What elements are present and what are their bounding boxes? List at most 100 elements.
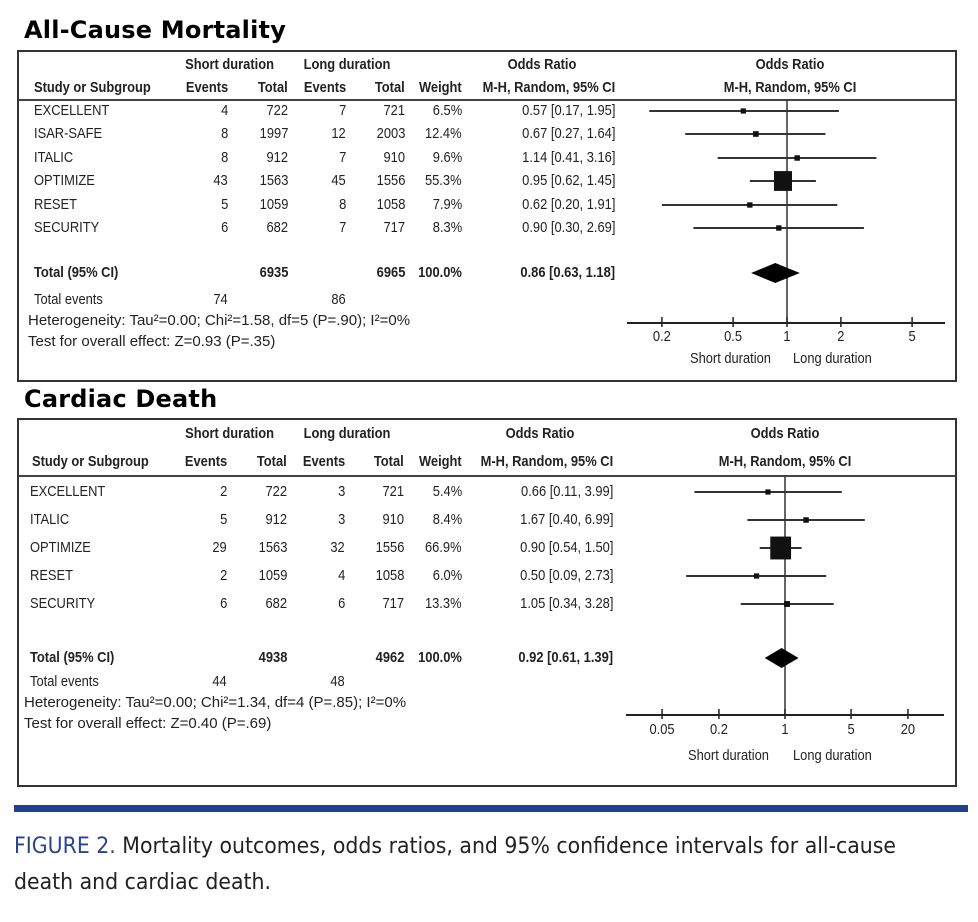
study-col-header: Study or Subgroup xyxy=(32,453,149,470)
weight: 9.6% xyxy=(432,149,462,166)
odds-ratio-ci: 0.86 [0.63, 1.18] xyxy=(520,264,615,281)
short-total: 1997 xyxy=(259,125,288,142)
weight: 13.3% xyxy=(425,595,462,612)
long-events: 8 xyxy=(338,196,346,213)
total-events-label: Total events xyxy=(30,673,99,690)
long-events: 3 xyxy=(337,511,345,528)
x-tick-label: 0.2 xyxy=(710,720,728,737)
short-events: 5 xyxy=(220,196,228,213)
short-total: 912 xyxy=(265,511,287,528)
short-total: 722 xyxy=(265,483,287,500)
short-total: 1059 xyxy=(259,196,288,213)
weight: 5.4% xyxy=(432,483,462,500)
events1-col-header: Events xyxy=(185,79,228,96)
long-total: 1556 xyxy=(375,539,404,556)
long-total: 1058 xyxy=(376,196,405,213)
short-events: 8 xyxy=(220,125,228,142)
caption-text: Mortality outcomes, odds ratios, and 95%… xyxy=(14,834,896,895)
weight: 8.4% xyxy=(432,511,462,528)
odds-ratio-ci: 0.57 [0.17, 1.95] xyxy=(521,102,615,119)
long-events: 45 xyxy=(331,172,346,189)
point-estimate xyxy=(747,202,753,208)
x-tick-label: 5 xyxy=(847,720,854,737)
short-total: 4938 xyxy=(258,649,287,666)
overall-effect-stat: Test for overall effect: Z=0.40 (P=.69) xyxy=(24,715,272,732)
total2-col-header: Total xyxy=(375,79,405,96)
total1-col-header: Total xyxy=(257,453,287,470)
long-total: 4962 xyxy=(375,649,404,666)
short-total: 682 xyxy=(266,219,288,236)
study-name: SECURITY xyxy=(34,219,100,236)
header-divider xyxy=(19,475,956,477)
odds-ratio-ci: 1.14 [0.41, 3.16] xyxy=(521,149,615,166)
short-events: 6 xyxy=(220,219,228,236)
study-name: RESET xyxy=(30,567,74,584)
group1-header: Short duration xyxy=(185,425,275,442)
study-name: ISAR-SAFE xyxy=(34,125,103,142)
favours-right-label: Long duration xyxy=(793,349,872,366)
x-tick-label: 5 xyxy=(909,327,916,344)
weight: 66.9% xyxy=(425,539,462,556)
group1-header: Short duration xyxy=(185,56,275,73)
study-name: OPTIMIZE xyxy=(30,539,91,556)
point-estimate xyxy=(740,108,746,114)
long-total: 721 xyxy=(383,102,405,119)
odds-ratio-ci: 1.67 [0.40, 6.99] xyxy=(519,511,613,528)
weight: 8.3% xyxy=(432,219,462,236)
x-tick-label: 0.05 xyxy=(650,720,675,737)
long-events: 7 xyxy=(338,149,346,166)
point-estimate xyxy=(753,131,759,137)
figure-caption: FIGURE 2. Mortality outcomes, odds ratio… xyxy=(14,829,907,901)
study-name: SECURITY xyxy=(30,595,96,612)
weight: 100.0% xyxy=(418,649,462,666)
short-total: 722 xyxy=(266,102,288,119)
point-estimate xyxy=(753,573,760,579)
or-plot-subheader: M-H, Random, 95% CI xyxy=(723,79,857,96)
panel-title: All-Cause Mortality xyxy=(24,16,287,44)
odds-ratio-ci: 0.66 [0.11, 3.99] xyxy=(520,483,613,500)
short-total: 1563 xyxy=(259,172,288,189)
favours-right-label: Long duration xyxy=(793,746,872,763)
weight: 6.0% xyxy=(432,567,462,584)
study-name: RESET xyxy=(34,196,78,213)
point-estimate xyxy=(774,171,793,191)
short-events: 8 xyxy=(220,149,228,166)
short-total: 912 xyxy=(266,149,288,166)
short-events: 43 xyxy=(213,172,228,189)
short-events: 2 xyxy=(219,483,227,500)
x-tick-label: 1 xyxy=(781,720,788,737)
x-tick-label: 20 xyxy=(901,720,916,737)
short-events-total: 74 xyxy=(213,291,228,308)
long-events: 7 xyxy=(338,102,346,119)
forest-table-box xyxy=(17,50,957,382)
study-name: EXCELLENT xyxy=(34,102,110,119)
caption-rule xyxy=(14,805,968,812)
long-events: 6 xyxy=(337,595,345,612)
long-total: 2003 xyxy=(376,125,405,142)
favours-left-label: Short duration xyxy=(690,349,771,366)
group2-header: Long duration xyxy=(303,56,391,73)
x-tick-label: 1 xyxy=(783,327,790,344)
forest-table-box xyxy=(17,418,957,787)
group2-header: Long duration xyxy=(303,425,391,442)
or-plot-title: Odds Ratio xyxy=(750,425,820,442)
or-text-subheader: M-H, Random, 95% CI xyxy=(482,79,615,96)
header-divider xyxy=(19,99,956,101)
total-label: Total (95% CI) xyxy=(34,264,119,281)
weight: 55.3% xyxy=(425,172,462,189)
long-total: 721 xyxy=(382,483,404,500)
long-events: 7 xyxy=(338,219,346,236)
point-estimate xyxy=(776,225,782,231)
odds-ratio-ci: 0.92 [0.61, 1.39] xyxy=(518,649,613,666)
study-name: OPTIMIZE xyxy=(34,172,95,189)
long-events: 3 xyxy=(337,483,345,500)
favours-left-label: Short duration xyxy=(688,746,769,763)
long-total: 6965 xyxy=(376,264,405,281)
long-total: 1058 xyxy=(375,567,404,584)
overall-effect-stat: Test for overall effect: Z=0.93 (P=.35) xyxy=(28,333,276,350)
odds-ratio-ci: 0.90 [0.30, 2.69] xyxy=(521,219,615,236)
odds-ratio-ci: 0.95 [0.62, 1.45] xyxy=(521,172,615,189)
panel-title: Cardiac Death xyxy=(24,385,218,413)
heterogeneity-stat: Heterogeneity: Tau²=0.00; Chi²=1.58, df=… xyxy=(28,312,411,329)
